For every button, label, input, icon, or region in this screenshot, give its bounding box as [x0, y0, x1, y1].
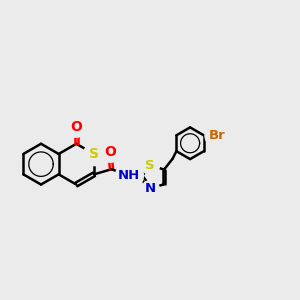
Text: O: O: [104, 145, 116, 159]
Text: N: N: [145, 182, 156, 195]
Text: O: O: [70, 120, 82, 134]
Text: S: S: [89, 147, 99, 161]
Text: S: S: [145, 158, 155, 172]
Text: Br: Br: [208, 129, 225, 142]
Text: NH: NH: [118, 169, 140, 182]
